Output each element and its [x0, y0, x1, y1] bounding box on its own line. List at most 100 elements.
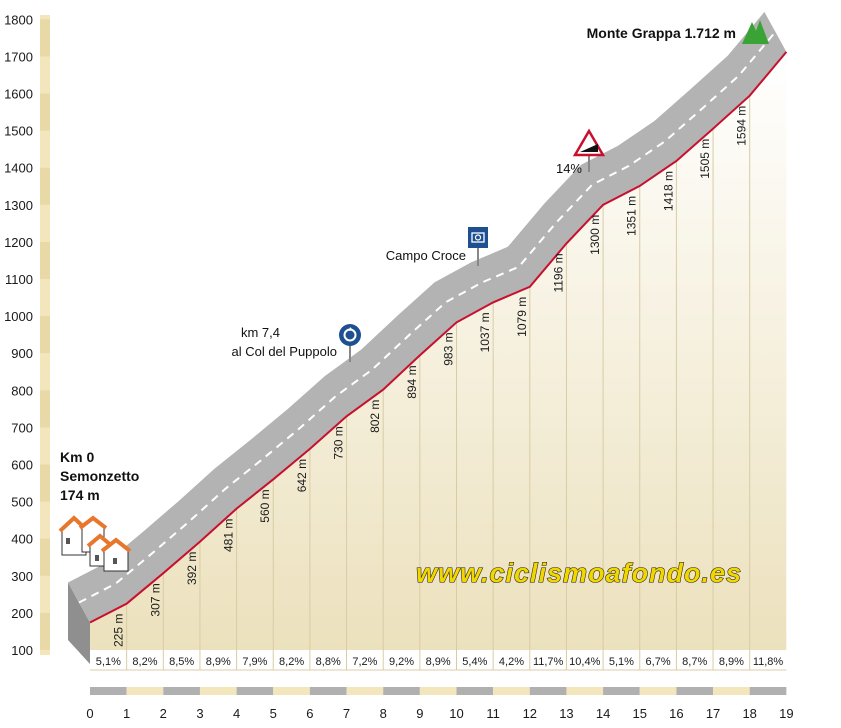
elevation-label: 1418 m — [661, 171, 675, 211]
x-band-segment — [273, 687, 310, 695]
elevation-labels: 225 m 307 m 392 m 481 m 560 m 642 m 730 m 802 m… — [112, 106, 749, 647]
y-tick-label: 1500 — [4, 124, 33, 139]
x-tick-label: 19 — [779, 706, 793, 721]
gradient-label: 8,2% — [279, 656, 304, 668]
elevation-label: 1196 m — [551, 253, 565, 292]
y-tick-label: 500 — [11, 495, 33, 510]
y-tick-labels: 100 200 300 400 500 600 700 800 900 1000 1100 1200 1… — [4, 12, 33, 658]
x-band-segment — [163, 687, 200, 695]
y-axis-stripes — [40, 19, 50, 650]
x-tick-label: 0 — [86, 706, 93, 721]
y-band-stripe — [40, 19, 50, 57]
x-tick-label: 7 — [343, 706, 350, 721]
y-tick-label: 900 — [11, 346, 33, 361]
x-tick-label: 5 — [270, 706, 277, 721]
y-tick-label: 300 — [11, 569, 33, 584]
poi-14-percent: 14% — [556, 161, 582, 176]
x-tick-label: 1 — [123, 706, 130, 721]
y-band-stripe — [40, 538, 50, 576]
y-tick-label: 700 — [11, 420, 33, 435]
elevation-label: 392 m — [185, 552, 199, 585]
y-band-stripe — [40, 612, 50, 650]
gradient-labels: 5,1% 8,2% 8,5% 8,9% 7,9% 8,2% 8,8% 7,2% 9,2% 8,9%… — [96, 656, 784, 668]
elevation-label: 225 m — [112, 614, 126, 647]
gradient-label: 11,7% — [533, 656, 564, 668]
x-tick-label: 2 — [160, 706, 167, 721]
x-band-segment — [639, 687, 677, 695]
y-tick-label: 1400 — [4, 161, 33, 176]
km-gridlines — [90, 95, 787, 671]
steep-grade-sign-icon — [572, 128, 606, 172]
x-band-segment — [529, 687, 567, 695]
y-band-stripe — [40, 390, 50, 428]
x-tick-label: 3 — [196, 706, 203, 721]
summit-label: Monte Grappa 1.712 m — [587, 25, 736, 41]
x-band-segment — [126, 687, 164, 695]
gradient-label: 10,4% — [569, 656, 600, 668]
elevation-label: 642 m — [295, 459, 309, 492]
village-icon — [58, 515, 132, 572]
x-tick-label: 8 — [380, 706, 387, 721]
gradient-label: 5,1% — [96, 656, 121, 668]
y-band-stripe — [40, 316, 50, 354]
gradient-label: 8,2% — [132, 656, 157, 668]
x-band-segment — [749, 687, 787, 695]
x-tick-label: 6 — [306, 706, 313, 721]
gradient-label: 8,7% — [682, 656, 707, 668]
y-tick-label: 1300 — [4, 198, 33, 213]
start-name: Semonzetto — [60, 468, 139, 484]
brand-watermark: www.ciclismoafondo.es — [416, 558, 742, 588]
y-tick-label: 1000 — [4, 309, 33, 324]
x-band-segment — [90, 687, 127, 695]
gradient-label: 8,9% — [206, 656, 231, 668]
start-title: Km 0 — [60, 449, 94, 465]
elevation-label: 1594 m — [735, 106, 749, 146]
x-band-segment — [236, 687, 274, 695]
poi-km74-line1: km 7,4 — [241, 325, 280, 340]
x-band-segment — [676, 687, 714, 695]
x-band-segment — [346, 687, 384, 695]
roundabout-icon — [339, 324, 361, 362]
poi-km74-line2: al Col del Puppolo — [231, 344, 337, 359]
y-tick-label: 1700 — [4, 49, 33, 64]
road-center-dashes — [78, 31, 777, 604]
elevation-label: 481 m — [222, 519, 236, 552]
y-tick-label: 1100 — [5, 272, 33, 287]
profile-line — [89, 51, 788, 624]
gradient-label: 8,5% — [169, 656, 194, 668]
gradient-label: 4,2% — [499, 656, 524, 668]
y-tick-label: 1200 — [4, 235, 33, 250]
x-tick-label: 4 — [233, 706, 240, 721]
elevation-label: 1079 m — [515, 297, 529, 337]
x-band-segment — [566, 687, 604, 695]
x-band-segment — [493, 687, 530, 695]
elevation-label: 894 m — [405, 365, 419, 398]
gradient-label: 6,7% — [646, 656, 671, 668]
gradient-label: 8,9% — [719, 656, 744, 668]
summit-peaks-icon — [742, 20, 769, 44]
elevation-label: 307 m — [148, 583, 162, 616]
elevation-label: 983 m — [442, 332, 456, 365]
x-band-segment — [456, 687, 494, 695]
y-tick-label: 1800 — [4, 12, 33, 27]
x-band-segment — [419, 687, 457, 695]
elevation-label: 730 m — [332, 426, 346, 459]
start-altitude: 174 m — [60, 487, 100, 503]
x-band-segment — [309, 687, 347, 695]
x-tick-label: 13 — [559, 706, 573, 721]
gradient-label: 8,9% — [426, 656, 451, 668]
x-tick-label: 14 — [596, 706, 610, 721]
x-tick-label: 17 — [706, 706, 720, 721]
elevation-label: 1300 m — [588, 215, 602, 255]
y-tick-label: 1600 — [4, 87, 33, 102]
x-tick-label: 12 — [523, 706, 537, 721]
x-band-segment — [603, 687, 640, 695]
profile-area — [90, 51, 787, 650]
x-tick-label: 10 — [449, 706, 463, 721]
x-band-segment — [199, 687, 237, 695]
gradient-label: 7,2% — [352, 656, 377, 668]
gradient-label: 11,8% — [753, 656, 784, 668]
x-tick-labels: 0 1 2 3 4 5 6 7 8 9 10 11 12 13 14 15 16 17 18 19 — [86, 706, 793, 721]
